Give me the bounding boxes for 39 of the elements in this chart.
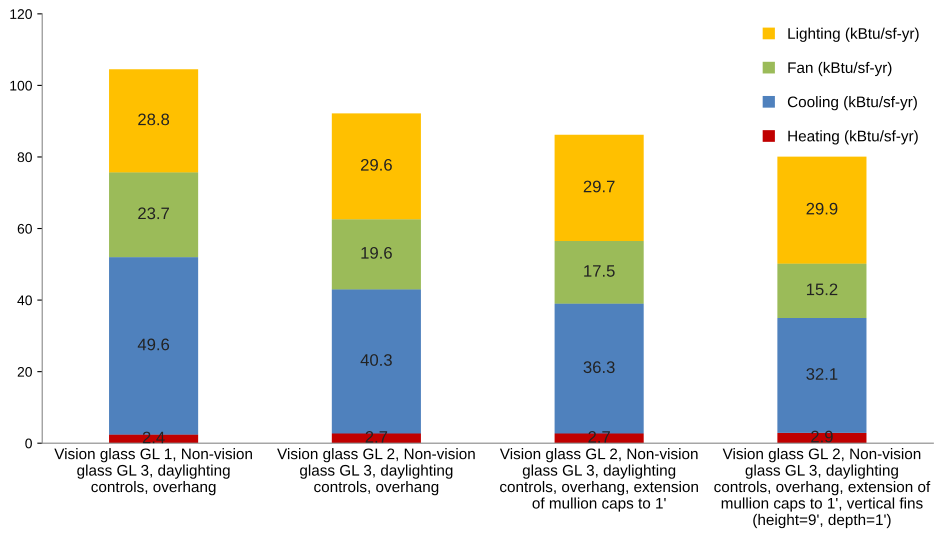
y-tick-label: 120 bbox=[10, 9, 32, 20]
bar bbox=[777, 264, 866, 318]
x-tick-label: Vision glass GL 2, Non-vision glass GL 3, daylighting controls, overhang bbox=[277, 448, 475, 496]
data-label: 28.8 bbox=[138, 114, 170, 126]
y-tick-label: 60 bbox=[18, 224, 32, 234]
data-label: 15.2 bbox=[806, 283, 838, 296]
data-label: 23.7 bbox=[138, 207, 169, 220]
bar bbox=[332, 113, 421, 220]
data-label: 17.5 bbox=[584, 265, 615, 277]
bar bbox=[109, 69, 198, 172]
legend-label: Cooling (kBtu/sf-yr) bbox=[788, 96, 917, 110]
legend-label: Fan (kBtu/sf-yr) bbox=[788, 62, 892, 76]
legend-label: Lighting (kBtu/sf-yr) bbox=[788, 28, 919, 42]
data-label: 2.7 bbox=[366, 431, 388, 443]
y-tick-label: 20 bbox=[18, 366, 32, 377]
data-label: 2.4 bbox=[142, 432, 165, 444]
data-label: 32.1 bbox=[806, 368, 838, 380]
y-tick-label: 80 bbox=[18, 152, 32, 162]
data-label: 2.9 bbox=[811, 430, 833, 442]
bar bbox=[554, 241, 644, 304]
y-tick-label: 40 bbox=[17, 295, 32, 306]
data-label: 29.9 bbox=[806, 202, 838, 215]
x-tick-label: Vision glass GL 2, Non-vision glass GL 3, daylighting controls, overhang, extension of mullion caps to 1', vertical fins (height=9', depth=1') bbox=[714, 448, 930, 528]
legend-label: Heating (kBtu/sf-yr) bbox=[788, 130, 918, 144]
x-tick-label: Vision glass GL 1, Non-vision glass GL 3, daylighting controls, overhang bbox=[54, 448, 252, 496]
data-label: 49.6 bbox=[138, 338, 170, 350]
bar bbox=[777, 156, 866, 264]
bar bbox=[332, 219, 421, 290]
bar bbox=[554, 134, 644, 242]
data-label: 29.6 bbox=[360, 158, 392, 171]
y-tick-label: 100 bbox=[10, 80, 32, 91]
x-tick-label: Vision glass GL 2, Non-vision glass GL 3, daylighting controls, overhang, extension of mullion caps to 1' bbox=[500, 448, 698, 512]
data-label: 19.6 bbox=[361, 246, 392, 259]
bar bbox=[109, 172, 198, 258]
y-tick-label: 0 bbox=[25, 438, 32, 448]
data-label: 29.7 bbox=[584, 180, 615, 192]
data-label: 36.3 bbox=[584, 361, 615, 374]
data-label: 40.3 bbox=[360, 354, 392, 366]
data-label: 2.7 bbox=[588, 431, 610, 443]
